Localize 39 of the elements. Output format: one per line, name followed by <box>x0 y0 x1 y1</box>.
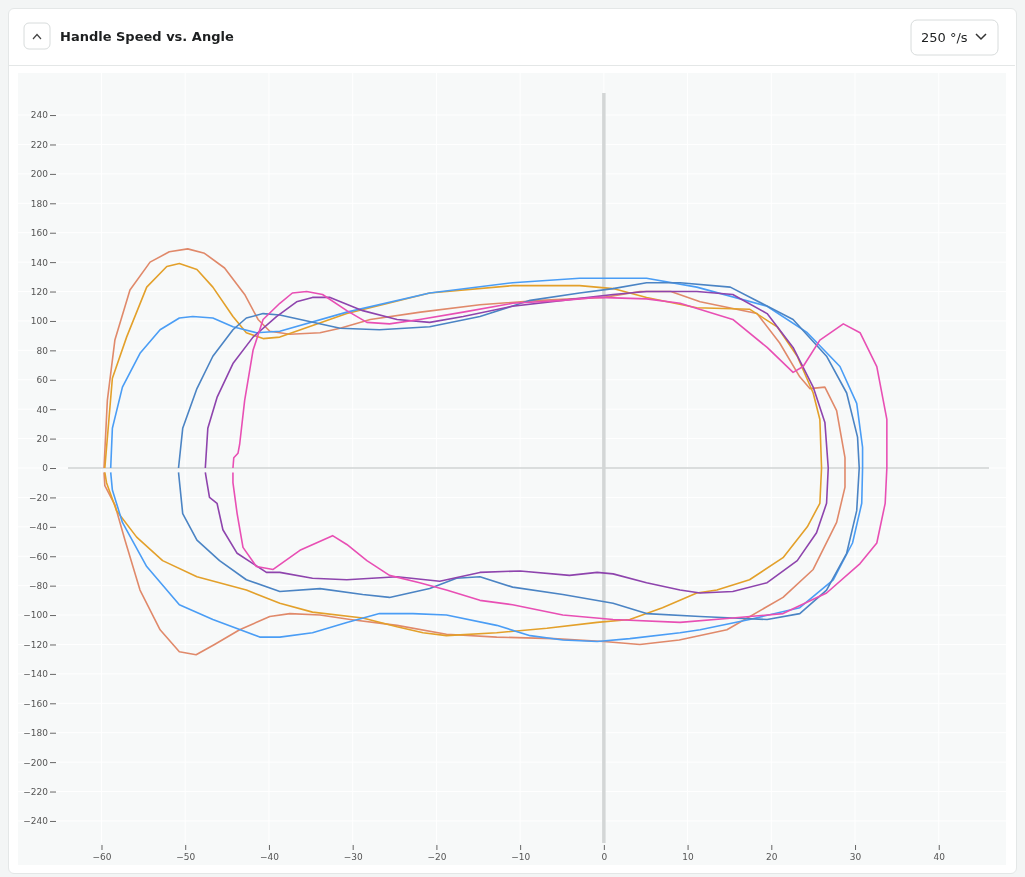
y-tick-label: −80 <box>29 581 49 592</box>
y-tick-label: 200 <box>30 169 49 180</box>
y-tick-label: 240 <box>30 110 49 121</box>
y-tick-label: 40 <box>36 404 49 415</box>
y-tick-label: 20 <box>36 433 49 444</box>
x-tick-label: 10 <box>682 852 695 863</box>
y-tick-label: 0 <box>42 463 49 474</box>
x-tick-label: 30 <box>849 852 862 863</box>
x-tick-label: −10 <box>511 852 531 863</box>
y-tick-label: 160 <box>30 228 49 239</box>
x-tick-label: −30 <box>343 852 363 863</box>
y-tick-label: 100 <box>30 316 49 327</box>
y-tick-label: −220 <box>23 786 49 797</box>
x-tick-label: −60 <box>92 852 112 863</box>
x-tick-label: 0 <box>601 852 608 863</box>
y-tick-label: 60 <box>36 375 49 386</box>
y-tick-label: −140 <box>23 669 49 680</box>
x-tick-label: −40 <box>259 852 280 863</box>
y-tick-label: −200 <box>23 757 49 768</box>
y-tick-label: −180 <box>23 728 49 739</box>
y-tick-label: −20 <box>29 492 49 503</box>
y-tick-label: −240 <box>23 816 49 827</box>
chart-title: Handle Speed vs. Angle <box>60 29 234 44</box>
y-tick-label: 120 <box>30 286 49 297</box>
y-tick-label: −160 <box>23 698 49 709</box>
x-tick-label: −20 <box>427 852 447 863</box>
x-tick-label: −50 <box>176 852 196 863</box>
x-tick-label: 20 <box>766 852 778 863</box>
text: 250 °/s <box>921 30 968 45</box>
y-tick-label: 140 <box>30 257 49 268</box>
y-tick-label: −40 <box>29 522 49 533</box>
line-series <box>204 290 830 594</box>
y-tick-label: 80 <box>36 345 49 356</box>
y-tick-label: −120 <box>23 639 49 650</box>
x-tick-label: 40 <box>933 852 946 863</box>
y-tick-label: 220 <box>30 139 49 150</box>
y-tick-label: −60 <box>29 551 49 562</box>
y-tick-label: 180 <box>30 198 49 209</box>
y-tick-label: −100 <box>23 610 49 621</box>
